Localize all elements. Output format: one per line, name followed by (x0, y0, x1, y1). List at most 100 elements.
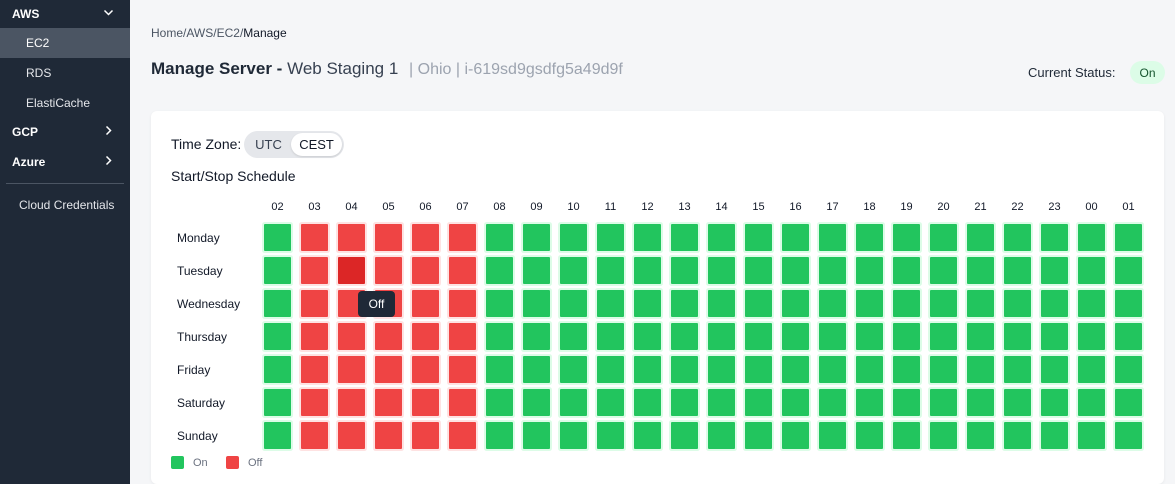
sidebar-group-aws[interactable]: AWS (0, 0, 130, 28)
schedule-cell[interactable] (523, 422, 550, 449)
schedule-cell[interactable] (1041, 389, 1068, 416)
schedule-cell[interactable] (634, 224, 661, 251)
schedule-cell[interactable] (708, 356, 735, 383)
schedule-cell[interactable] (967, 389, 994, 416)
schedule-cell[interactable] (1115, 257, 1142, 284)
schedule-cell[interactable] (782, 290, 809, 317)
schedule-cell[interactable] (338, 257, 365, 284)
schedule-cell[interactable] (782, 323, 809, 350)
schedule-cell[interactable] (893, 323, 920, 350)
schedule-cell[interactable] (893, 356, 920, 383)
schedule-cell[interactable] (1004, 290, 1031, 317)
schedule-cell[interactable] (1078, 290, 1105, 317)
schedule-cell[interactable] (893, 422, 920, 449)
schedule-cell[interactable] (671, 224, 698, 251)
schedule-cell[interactable] (449, 389, 476, 416)
schedule-cell[interactable] (930, 356, 957, 383)
schedule-cell[interactable] (967, 290, 994, 317)
schedule-cell[interactable] (597, 323, 624, 350)
schedule-cell[interactable] (449, 356, 476, 383)
schedule-cell[interactable] (819, 323, 846, 350)
schedule-cell[interactable] (1115, 323, 1142, 350)
schedule-cell[interactable] (375, 323, 402, 350)
schedule-cell[interactable] (412, 389, 439, 416)
schedule-cell[interactable] (708, 422, 735, 449)
schedule-cell[interactable] (264, 224, 291, 251)
breadcrumb-aws[interactable]: AWS (186, 26, 214, 40)
schedule-cell[interactable] (930, 389, 957, 416)
schedule-cell[interactable] (671, 257, 698, 284)
schedule-cell[interactable] (930, 323, 957, 350)
schedule-cell[interactable] (1041, 224, 1068, 251)
schedule-cell[interactable] (819, 422, 846, 449)
schedule-cell[interactable] (1004, 257, 1031, 284)
schedule-cell[interactable] (597, 290, 624, 317)
schedule-cell[interactable] (449, 422, 476, 449)
schedule-cell[interactable] (893, 224, 920, 251)
schedule-cell[interactable] (449, 323, 476, 350)
schedule-cell[interactable] (560, 389, 587, 416)
schedule-cell[interactable] (338, 356, 365, 383)
schedule-cell[interactable] (412, 323, 439, 350)
schedule-cell[interactable] (745, 323, 772, 350)
schedule-cell[interactable] (782, 389, 809, 416)
schedule-cell[interactable] (523, 290, 550, 317)
schedule-cell[interactable] (745, 257, 772, 284)
schedule-cell[interactable] (560, 257, 587, 284)
schedule-cell[interactable] (1078, 323, 1105, 350)
schedule-cell[interactable] (486, 290, 513, 317)
sidebar-item-rds[interactable]: RDS (0, 58, 130, 88)
schedule-cell[interactable] (1004, 422, 1031, 449)
schedule-cell[interactable] (264, 290, 291, 317)
schedule-cell[interactable] (745, 389, 772, 416)
schedule-cell[interactable] (523, 323, 550, 350)
schedule-cell[interactable] (560, 224, 587, 251)
schedule-cell[interactable] (486, 323, 513, 350)
schedule-cell[interactable] (1041, 356, 1068, 383)
schedule-cell[interactable] (1041, 290, 1068, 317)
schedule-cell[interactable] (338, 224, 365, 251)
schedule-cell[interactable] (708, 224, 735, 251)
schedule-cell[interactable] (671, 389, 698, 416)
schedule-cell[interactable] (856, 422, 883, 449)
schedule-cell[interactable] (301, 389, 328, 416)
schedule-cell[interactable] (523, 257, 550, 284)
schedule-cell[interactable] (486, 356, 513, 383)
schedule-cell[interactable] (1078, 389, 1105, 416)
schedule-cell[interactable] (375, 422, 402, 449)
schedule-cell[interactable] (967, 257, 994, 284)
timezone-option-utc[interactable]: UTC (255, 137, 282, 152)
sidebar-item-elasticache[interactable]: ElastiCache (0, 88, 130, 118)
schedule-cell[interactable] (301, 422, 328, 449)
schedule-cell[interactable] (1078, 224, 1105, 251)
schedule-cell[interactable] (856, 290, 883, 317)
sidebar-group-azure[interactable]: Azure (0, 148, 130, 176)
sidebar-item-cloud-credentials[interactable]: Cloud Credentials (0, 192, 130, 218)
schedule-cell[interactable] (412, 422, 439, 449)
schedule-cell[interactable] (967, 356, 994, 383)
schedule-cell[interactable] (301, 224, 328, 251)
schedule-cell[interactable] (1004, 389, 1031, 416)
schedule-cell[interactable] (856, 224, 883, 251)
schedule-cell[interactable] (375, 257, 402, 284)
schedule-cell[interactable] (264, 422, 291, 449)
schedule-cell[interactable] (819, 389, 846, 416)
schedule-cell[interactable] (375, 389, 402, 416)
schedule-cell[interactable] (1004, 323, 1031, 350)
schedule-cell[interactable] (412, 257, 439, 284)
schedule-cell[interactable] (782, 224, 809, 251)
schedule-cell[interactable] (523, 356, 550, 383)
schedule-cell[interactable] (301, 356, 328, 383)
schedule-cell[interactable] (856, 257, 883, 284)
schedule-cell[interactable] (708, 389, 735, 416)
schedule-cell[interactable] (634, 356, 661, 383)
schedule-cell[interactable] (634, 257, 661, 284)
schedule-cell[interactable] (560, 290, 587, 317)
schedule-cell[interactable] (782, 257, 809, 284)
schedule-cell[interactable] (301, 323, 328, 350)
schedule-cell[interactable] (449, 257, 476, 284)
breadcrumb-home[interactable]: Home (151, 26, 184, 40)
schedule-cell[interactable] (597, 422, 624, 449)
schedule-cell[interactable] (819, 257, 846, 284)
schedule-cell[interactable] (560, 323, 587, 350)
